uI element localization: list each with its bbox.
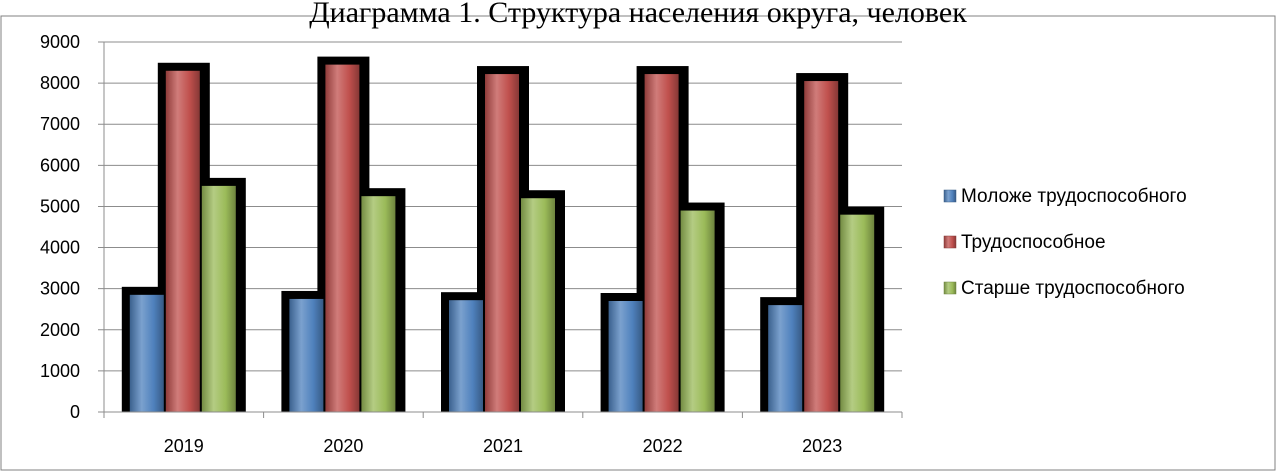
legend-label: Моложе трудоспособного bbox=[961, 186, 1187, 207]
y-tick-label: 2000 bbox=[40, 320, 80, 340]
bar bbox=[165, 70, 200, 413]
chart-title: Диаграмма 1. Структура населения округа,… bbox=[309, 0, 967, 29]
bar bbox=[840, 214, 875, 412]
y-tick-label: 4000 bbox=[40, 238, 80, 258]
x-tick-label: 2020 bbox=[323, 436, 363, 456]
y-tick-label: 6000 bbox=[40, 155, 80, 175]
bar bbox=[449, 300, 483, 412]
legend-swatch bbox=[943, 235, 957, 249]
bar bbox=[289, 298, 324, 412]
legend-swatch bbox=[943, 281, 957, 295]
bar bbox=[680, 210, 715, 412]
bars bbox=[121, 56, 885, 413]
bar bbox=[325, 64, 360, 412]
y-tick-label: 5000 bbox=[40, 196, 80, 216]
y-tick-label: 0 bbox=[70, 402, 80, 422]
x-tick-label: 2023 bbox=[802, 436, 842, 456]
y-tick-label: 1000 bbox=[40, 361, 80, 381]
bar bbox=[361, 196, 396, 412]
x-tick-label: 2022 bbox=[643, 436, 683, 456]
bar bbox=[521, 198, 555, 412]
bar bbox=[608, 301, 643, 412]
legend-label: Старше трудоспособного bbox=[961, 278, 1185, 299]
y-tick-label: 7000 bbox=[40, 114, 80, 134]
bar bbox=[644, 74, 679, 413]
bar bbox=[804, 81, 839, 413]
legend-label: Трудоспособное bbox=[961, 232, 1106, 253]
bar bbox=[768, 305, 803, 412]
x-tick-label: 2021 bbox=[483, 436, 523, 456]
y-tick-label: 8000 bbox=[40, 73, 80, 93]
legend: Моложе трудоспособного Трудоспособное Стар… bbox=[943, 186, 1187, 299]
bar bbox=[201, 185, 236, 412]
y-axis: 0 1000 2000 3000 4000 5000 6000 7000 8000 9000 bbox=[40, 32, 105, 422]
bar bbox=[485, 74, 519, 413]
legend-swatch bbox=[943, 189, 957, 203]
x-tick-label: 2019 bbox=[164, 436, 204, 456]
y-tick-label: 9000 bbox=[40, 32, 80, 52]
bar bbox=[129, 294, 164, 412]
y-tick-label: 3000 bbox=[40, 279, 80, 299]
x-axis: 2019 2020 2021 2022 2023 bbox=[103, 411, 903, 456]
